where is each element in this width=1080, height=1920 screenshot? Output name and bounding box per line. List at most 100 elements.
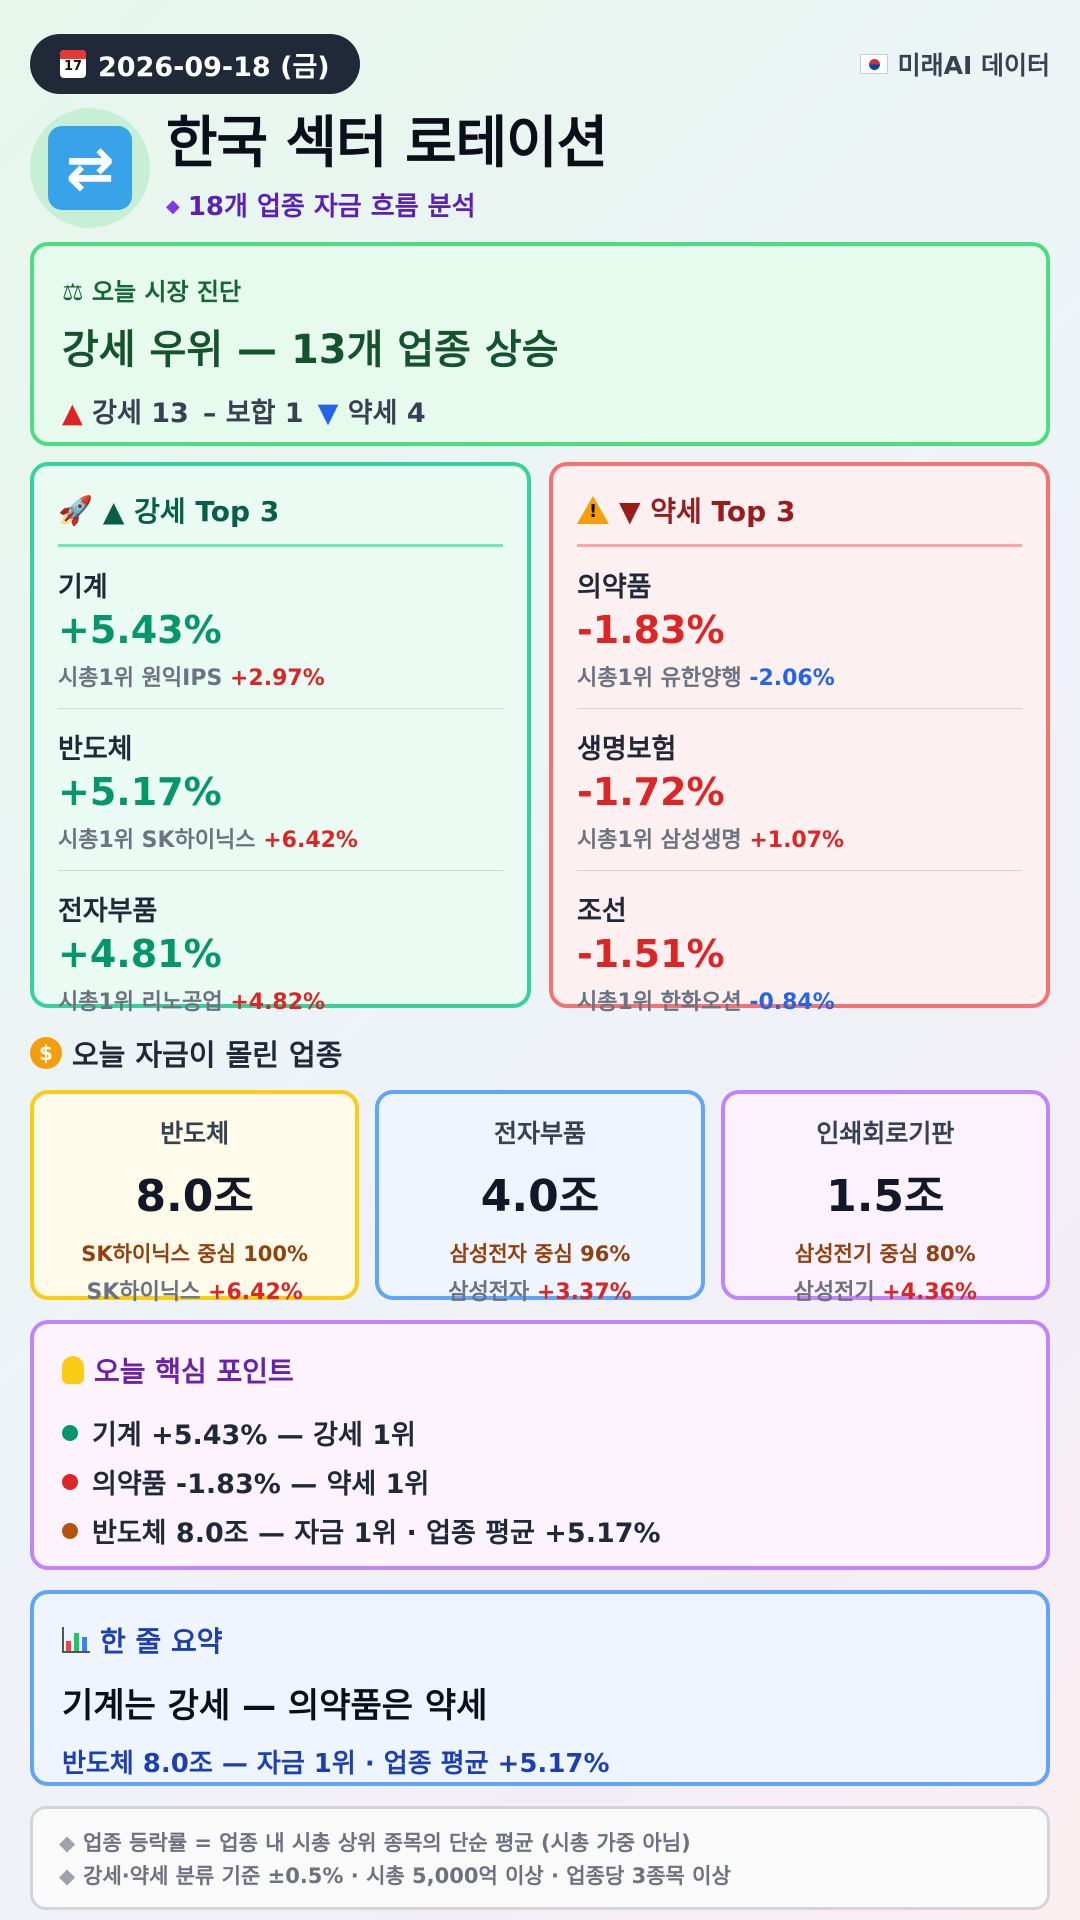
sector-item: 의약품 -1.83% 시총1위 유한양행 -2.06% [577, 547, 1022, 709]
korea-flag-icon [859, 54, 888, 74]
key-point: 반도체 8.0조 — 자금 1위 · 업종 평균 +5.17% [62, 1506, 1018, 1555]
sector-change: +5.43% [58, 608, 222, 652]
top-bar: 2026-09-18 (금) 미래AI 데이터 [30, 34, 1050, 94]
sector-item: 조선 -1.51% 시총1위 한화오션 -0.84% [577, 871, 1022, 1032]
sector-change: -1.51% [577, 932, 725, 976]
money-focus: 삼성전기 중심 80% [794, 1242, 976, 1266]
summary-headline: 기계는 강세 — 의약품은 약세 [62, 1686, 488, 1726]
sector-leader: 시총1위 한화오션 -0.84% [577, 990, 835, 1015]
sector-item: 반도체 +5.17% 시총1위 SK하이닉스 +6.42% [58, 709, 503, 871]
rotation-arrows-icon: ⇄ [48, 126, 132, 210]
scale-icon: ⚖ [62, 278, 84, 306]
rocket-icon: 🚀 [58, 493, 93, 527]
calendar-icon [60, 50, 86, 78]
title-badge: ⇄ [30, 108, 150, 228]
leader-change: +6.42% [263, 828, 358, 853]
leader-change: +1.07% [749, 828, 845, 853]
bullet-dot-icon [62, 1522, 78, 1539]
sector-change: +4.81% [58, 932, 222, 976]
diagnosis-label: ⚖ 오늘 시장 진단 [62, 278, 242, 306]
money-sector-name: 인쇄회로기판 [816, 1119, 955, 1148]
footnote-line: ◆ 강세·약세 분류 기준 ±0.5% · 시총 5,000억 이상 · 업종당 … [59, 1864, 731, 1888]
weak-top3-header: ▼ 약세 Top 3 [577, 490, 1022, 547]
market-diagnosis-card: ⚖ 오늘 시장 진단 강세 우위 — 13개 업종 상승 ▲ 강세 13 – 보… [30, 242, 1050, 446]
key-point: 의약품 -1.83% — 약세 1위 [62, 1457, 1018, 1506]
date-text: 2026-09-18 (금) [98, 51, 330, 83]
title-row: ⇄ 한국 섹터 로테이션 ◆ 18개 업종 자금 흐름 분석 [30, 108, 1050, 228]
summary-card: 한 줄 요약 기계는 강세 — 의약품은 약세 반도체 8.0조 — 자금 1위… [30, 1590, 1050, 1786]
up-triangle-icon: ▲ [62, 398, 83, 429]
footnote-box: ◆ 업종 등락률 = 업종 내 시총 상위 종목의 단순 평균 (시총 가중 아님… [30, 1806, 1050, 1910]
key-point: 기계 +5.43% — 강세 1위 [62, 1408, 1018, 1457]
bullet-dot-icon [62, 1473, 78, 1490]
sector-change: -1.83% [577, 608, 725, 652]
top3-section: 🚀 ▲ 강세 Top 3 기계 +5.43% 시총1위 원익IPS +2.97% 반도… [30, 462, 1050, 1015]
diamond-icon: ◆ [59, 1831, 76, 1855]
money-leader: 삼성전기 +4.36% [793, 1280, 978, 1305]
page-subtitle: ◆ 18개 업종 자금 흐름 분석 [166, 192, 476, 223]
light-bulb-icon [62, 1356, 84, 1384]
money-sector-name: 전자부품 [493, 1119, 586, 1148]
sector-name: 기계 [58, 572, 108, 603]
key-points-title: 오늘 핵심 포인트 [62, 1350, 1018, 1390]
leader-change: +2.97% [230, 666, 325, 691]
leader-change: -2.06% [749, 666, 835, 691]
leader-change: +3.37% [536, 1280, 632, 1305]
leader-change: +4.36% [882, 1280, 978, 1305]
money-bag-icon: $ [30, 1037, 62, 1069]
money-focus: 삼성전자 중심 96% [449, 1242, 631, 1266]
sector-item: 생명보험 -1.72% 시총1위 삼성생명 +1.07% [577, 709, 1022, 871]
bullet-dot-icon [62, 1424, 78, 1441]
date-pill: 2026-09-18 (금) [30, 34, 360, 94]
strong-top3-header: 🚀 ▲ 강세 Top 3 [58, 490, 503, 547]
sector-leader: 시총1위 유한양행 -2.06% [577, 666, 835, 691]
money-cards: 반도체 8.0조 SK하이닉스 중심 100% SK하이닉스 +6.42% 전자부품 4.… [30, 1090, 1050, 1305]
money-section-title: $ 오늘 자금이 몰린 업종 [30, 1032, 1050, 1074]
page: 2026-09-18 (금) 미래AI 데이터 ⇄ 한국 섹터 로테이션 ◆18… [30, 34, 1050, 1910]
sector-item: 전자부품 +4.81% 시총1위 리노공업 +4.82% [58, 871, 503, 1032]
sector-leader: 시총1위 삼성생명 +1.07% [577, 828, 845, 853]
leader-change: +6.42% [208, 1280, 303, 1305]
warning-icon [577, 496, 609, 524]
money-amount: 1.5조 [826, 1171, 945, 1222]
money-amount: 8.0조 [135, 1171, 254, 1222]
strong-count: ▲ 강세 13 [62, 398, 189, 429]
sector-leader: 시총1위 원익IPS +2.97% [58, 666, 325, 691]
leader-change: +4.82% [230, 990, 326, 1015]
sector-change: -1.72% [577, 770, 725, 814]
money-amount: 4.0조 [480, 1171, 600, 1222]
sector-name: 반도체 [58, 734, 133, 765]
sector-leader: 시총1위 SK하이닉스 +6.42% [58, 828, 358, 853]
down-triangle-icon: ▼ [317, 398, 339, 429]
sector-change: +5.17% [58, 770, 222, 814]
source-text: 미래AI 데이터 [897, 51, 1050, 80]
money-focus: SK하이닉스 중심 100% [81, 1242, 309, 1266]
money-leader: SK하이닉스 +6.42% [86, 1280, 303, 1305]
diagnosis-headline: 강세 우위 — 13개 업종 상승 [62, 327, 559, 373]
strong-top3-card: 🚀 ▲ 강세 Top 3 기계 +5.43% 시총1위 원익IPS +2.97% 반도… [30, 462, 531, 1015]
leader-change: -0.84% [749, 990, 835, 1015]
flat-count: – 보합 1 [202, 398, 304, 429]
money-leader: 삼성전자 +3.37% [448, 1280, 632, 1305]
page-title: 한국 섹터 로테이션 [166, 110, 608, 176]
weak-top3-card: ▼ 약세 Top 3 의약품 -1.83% 시총1위 유한양행 -2.06% 생명보험… [549, 462, 1050, 1015]
weak-count: ▼ 약세 4 [317, 398, 426, 429]
bar-chart-icon [62, 1627, 90, 1653]
sector-name: 생명보험 [577, 734, 677, 765]
data-source: 미래AI 데이터 [859, 46, 1050, 82]
diamond-icon: ◆ [59, 1864, 76, 1888]
summary-title: 한 줄 요약 [62, 1620, 1018, 1660]
money-card: 반도체 8.0조 SK하이닉스 중심 100% SK하이닉스 +6.42% [30, 1090, 360, 1305]
sector-name: 조선 [577, 896, 627, 927]
money-sector-name: 반도체 [160, 1119, 230, 1148]
diamond-icon: ◆ [166, 196, 180, 218]
sector-item: 기계 +5.43% 시총1위 원익IPS +2.97% [58, 547, 503, 709]
footnote-line: ◆ 업종 등락률 = 업종 내 시총 상위 종목의 단순 평균 (시총 가중 아님… [59, 1831, 691, 1855]
summary-subline: 반도체 8.0조 — 자금 1위 · 업종 평균 +5.17% [62, 1749, 610, 1779]
key-points-card: 오늘 핵심 포인트 기계 +5.43% — 강세 1위 의약품 -1.83% — … [30, 1320, 1050, 1570]
sector-leader: 시총1위 리노공업 +4.82% [58, 990, 326, 1015]
diagnosis-counts: ▲ 강세 13 – 보합 1 ▼ 약세 4 [62, 391, 1018, 430]
sector-name: 전자부품 [58, 896, 158, 927]
